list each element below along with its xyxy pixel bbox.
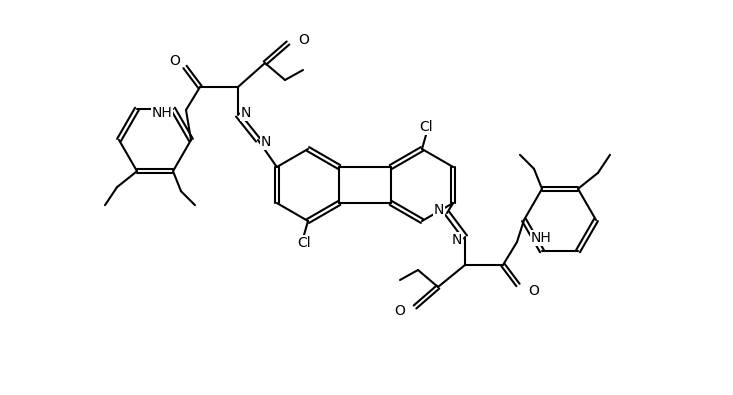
Text: N: N	[261, 135, 271, 149]
Text: N: N	[241, 106, 251, 120]
Text: O: O	[394, 304, 405, 318]
Text: N: N	[434, 203, 444, 217]
Text: NH: NH	[531, 231, 552, 245]
Text: NH: NH	[151, 106, 172, 120]
Text: Cl: Cl	[297, 236, 311, 250]
Text: Cl: Cl	[419, 120, 432, 134]
Text: N: N	[452, 233, 463, 247]
Text: O: O	[528, 284, 539, 298]
Text: O: O	[298, 33, 309, 47]
Text: O: O	[169, 54, 180, 68]
